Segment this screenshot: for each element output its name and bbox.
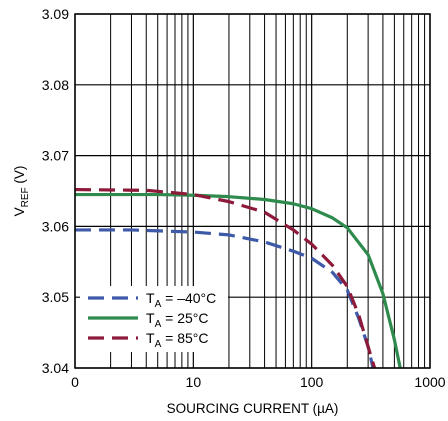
y-axis-label-sub: REF [20,187,31,207]
y-axis-label: VREF (V) [12,166,31,217]
x-tick-label: 1000 [414,374,445,390]
x-tick-label: 0 [71,374,79,390]
series-layer [74,187,402,369]
y-tick-label: 3.08 [42,77,69,93]
tick-labels: 3.09 3.08 3.07 3.06 3.05 3.040 10 100 1000 [42,6,446,390]
legend-label: TA = –40°C [146,290,216,310]
plot-frame [74,13,431,369]
legend: TA = –40°CTA = 25°CTA = 85°C [80,286,228,352]
x-axis-label: SOURCING CURRENT (µA) [167,401,339,416]
y-tick-label: 3.04 [42,360,69,376]
series-line-2 [75,192,402,369]
y-tick-label: 3.06 [42,218,69,234]
y-tick-label: 3.09 [42,6,69,22]
x-tick-label: 100 [300,374,324,390]
y-axis-label-main: V [12,207,27,216]
legend-label: TA = 85°C [146,330,208,350]
y-tick-label: 3.07 [42,148,69,164]
series-line-3 [74,187,377,369]
x-tick-label: 10 [186,374,202,390]
legend-label: TA = 25°C [146,310,208,330]
y-tick-label: 3.05 [42,289,69,305]
y-axis-label-unit: (V) [12,166,27,188]
